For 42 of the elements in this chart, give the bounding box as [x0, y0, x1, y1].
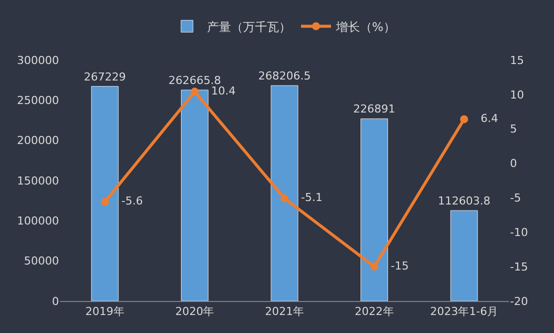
y2-tick-label: -15 [510, 260, 528, 274]
y2-tick-label: 0 [510, 157, 517, 170]
legend-label: 增长（%） [335, 20, 396, 34]
bar [450, 210, 478, 301]
bar [270, 85, 298, 301]
data-label: 267229 [84, 70, 126, 84]
data-label: 268206.5 [258, 70, 311, 83]
y-tick-label: 300000 [17, 54, 59, 67]
point [190, 88, 199, 96]
point [370, 262, 378, 271]
data-label: 262665.8 [168, 74, 221, 87]
y2-tick-label: -10 [510, 226, 528, 239]
y-tick-label: 50000 [24, 254, 59, 268]
bar [360, 118, 388, 301]
data-label: -5.6 [110, 194, 143, 208]
y2-tick-label: 10 [510, 88, 524, 102]
y2-tick-label: 5 [510, 122, 517, 136]
y-tick-label: 0 [52, 294, 59, 308]
data-label: 10.4 [200, 84, 236, 98]
y2-tick-label: 15 [510, 54, 524, 67]
point [280, 194, 288, 202]
point [100, 198, 109, 206]
x-tick-label: 2019年 [85, 305, 124, 318]
data-label: -15 [380, 259, 409, 272]
legend-label: 产量（万千瓦） [207, 20, 291, 34]
data-label: -5.1 [290, 191, 322, 204]
y-tick-label: 250000 [17, 94, 59, 108]
x-tick-label: 2020年 [175, 305, 214, 318]
x-tick-label: 2023年1-6月 [430, 305, 498, 318]
data-label: 6.4 [470, 112, 498, 125]
x-tick-label: 2021年 [265, 305, 304, 318]
bar [91, 86, 119, 301]
y-tick-label: 200000 [17, 134, 59, 148]
data-label: 112603.8 [438, 194, 490, 208]
x-tick-label: 2022年 [354, 305, 394, 318]
y-tick-label: 100000 [17, 214, 59, 228]
y2-tick-label: -5 [510, 192, 521, 205]
point [460, 115, 468, 124]
y2-tick-label: -20 [510, 294, 528, 308]
data-label: 226891 [353, 102, 396, 116]
y-tick-label: 150000 [17, 174, 59, 188]
bar [180, 90, 208, 301]
